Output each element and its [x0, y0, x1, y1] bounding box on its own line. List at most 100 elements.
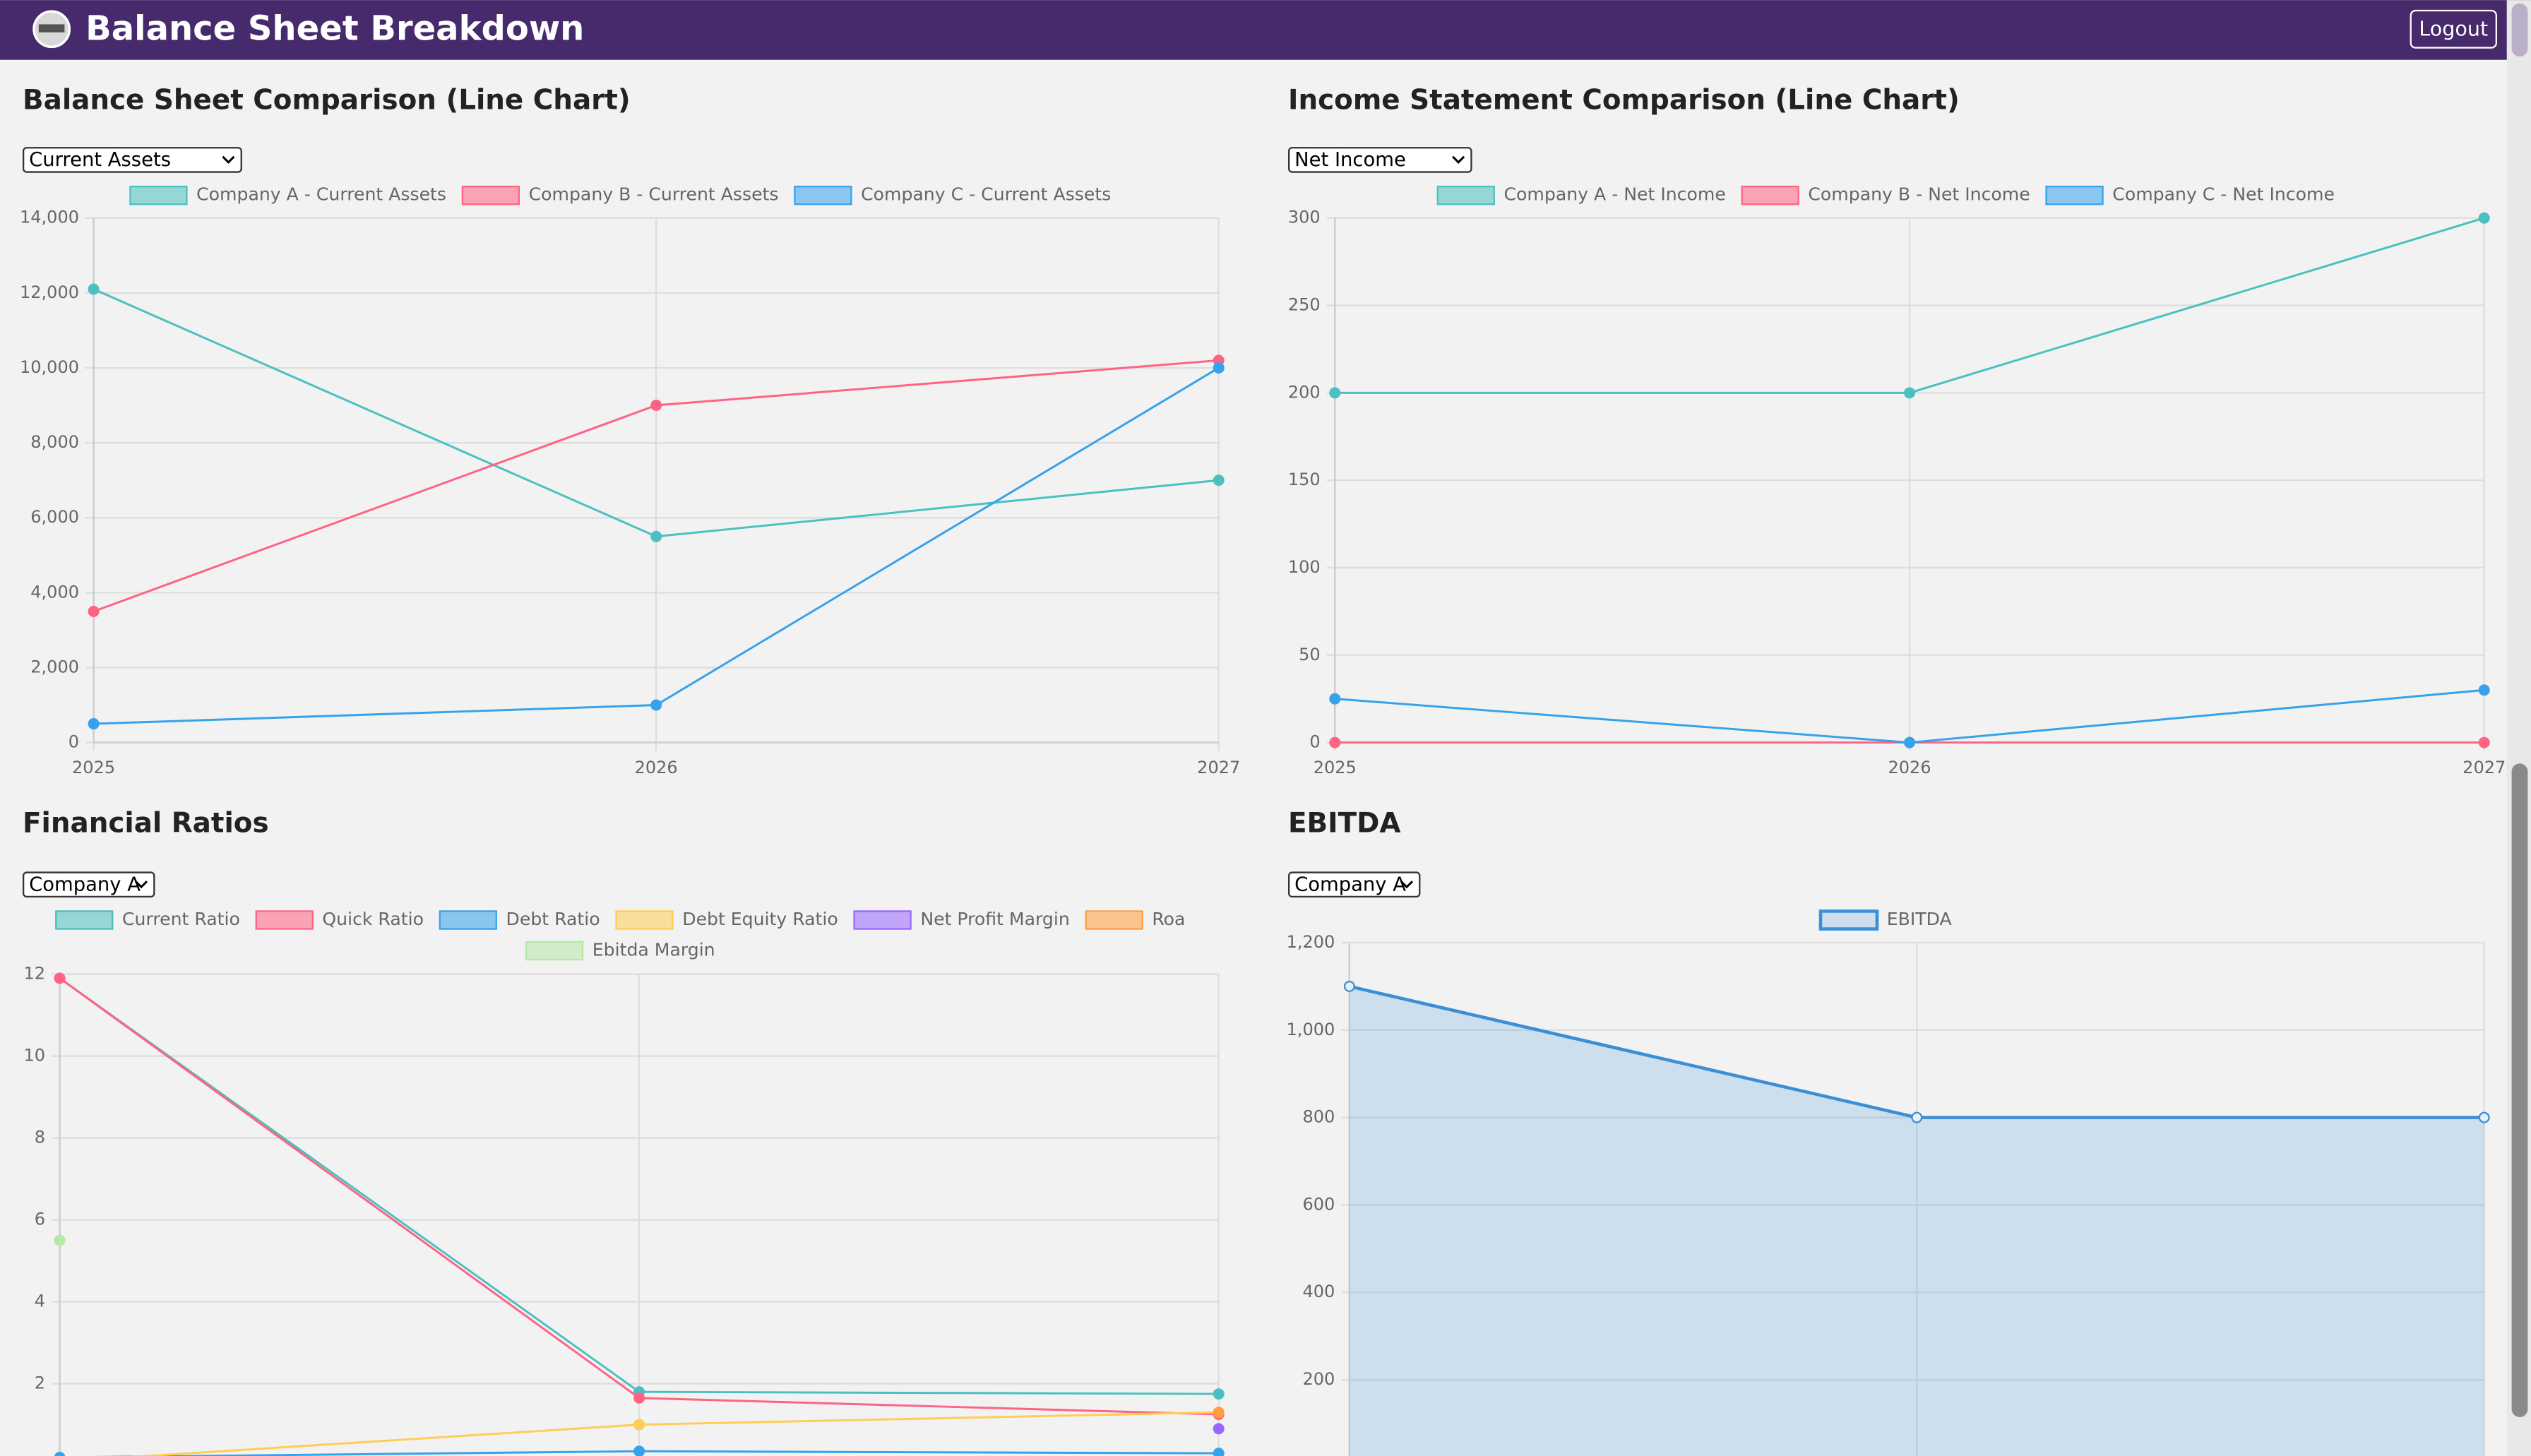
- data-point: [1904, 736, 1915, 748]
- y-tick-label: 50: [1299, 645, 1321, 664]
- legend-item[interactable]: Company B - Net Income: [1741, 184, 2030, 205]
- y-tick-label: 0: [1309, 732, 1320, 752]
- legend-item[interactable]: Debt Ratio: [439, 909, 600, 930]
- logout-button[interactable]: [2410, 9, 2497, 49]
- data-point: [1904, 387, 1915, 399]
- y-tick-label: 300: [1288, 208, 1321, 227]
- y-tick-label: 8,000: [30, 432, 79, 452]
- y-tick-label: 600: [1302, 1194, 1335, 1214]
- x-tick-label: 2027: [1197, 758, 1240, 777]
- y-tick-label: 2,000: [30, 657, 79, 676]
- scrollbar-top: [2511, 3, 2528, 57]
- y-tick-label: 800: [1302, 1107, 1335, 1127]
- dropdown[interactable]: [23, 871, 155, 897]
- logout-label[interactable]: Logout: [2419, 16, 2488, 40]
- y-tick-label: 100: [1288, 557, 1321, 577]
- data-point: [54, 1234, 66, 1246]
- y-tick-label: 4,000: [30, 582, 79, 602]
- legend-label: Current Ratio: [122, 909, 240, 929]
- data-point: [650, 530, 662, 542]
- y-tick-label: 2: [35, 1373, 45, 1393]
- data-point: [88, 605, 100, 617]
- data-point: [1213, 475, 1225, 487]
- chart-panel: Income Statement Comparison (Line Chart)…: [1288, 85, 2506, 777]
- dropdown-value[interactable]: Company A: [1294, 873, 1406, 895]
- x-tick-label: 2025: [72, 758, 115, 777]
- legend-item[interactable]: Current Ratio: [55, 909, 240, 930]
- legend-item[interactable]: Quick Ratio: [255, 909, 424, 930]
- dropdown-value[interactable]: Net Income: [1294, 149, 1406, 171]
- legend-label: Company A - Current Assets: [196, 184, 446, 205]
- legend-item[interactable]: Company C - Net Income: [2045, 184, 2335, 205]
- legend-swatch: [1436, 186, 1495, 205]
- y-tick-label: 1,200: [1287, 932, 1335, 952]
- y-tick-label: 200: [1288, 382, 1321, 402]
- data-point: [650, 400, 662, 412]
- x-tick-label: 2026: [635, 758, 678, 777]
- x-tick-label: 2027: [2462, 758, 2506, 777]
- legend-item[interactable]: EBITDA: [1818, 909, 1952, 931]
- y-tick-label: 1,000: [1287, 1020, 1335, 1039]
- y-tick-label: 8: [35, 1128, 45, 1147]
- chart-panel: EBITDA Company A 200 400 600 800 1,000 1,200 EBI…: [1287, 808, 2490, 1456]
- y-tick-label: 6: [35, 1210, 45, 1229]
- data-point: [1329, 387, 1341, 399]
- scrollbar-thumb[interactable]: [2511, 763, 2528, 1417]
- chart-title: Income Statement Comparison (Line Chart): [1288, 85, 1960, 117]
- data-point: [1213, 1448, 1225, 1456]
- dropdown[interactable]: [23, 147, 242, 173]
- legend-label: Company B - Net Income: [1808, 184, 2030, 205]
- legend-swatch: [2045, 186, 2104, 205]
- y-tick-label: 150: [1288, 470, 1321, 489]
- data-point: [633, 1445, 645, 1456]
- legend-item[interactable]: Company B - Current Assets: [461, 184, 779, 205]
- data-point: [1343, 980, 1355, 992]
- legend-item[interactable]: Ebitda Margin: [525, 939, 715, 961]
- dropdown-chevron: [134, 881, 148, 889]
- y-tick-label: 250: [1288, 295, 1321, 315]
- chart-panel: Financial Ratios Company A 2 4 6 8 10 12 Current…: [23, 808, 1225, 1456]
- legend-label: Roa: [1152, 909, 1185, 929]
- chart-title: Financial Ratios: [23, 808, 269, 840]
- chart-panel: Balance Sheet Comparison (Line Chart) Cur…: [20, 85, 1240, 777]
- legend-item[interactable]: Roa: [1085, 909, 1186, 930]
- legend-item[interactable]: Company A - Current Assets: [129, 184, 446, 205]
- y-tick-label: 400: [1302, 1282, 1335, 1301]
- legend-label: Company C - Current Assets: [861, 184, 1111, 205]
- data-point: [1329, 693, 1341, 705]
- data-point: [2478, 684, 2490, 696]
- dropdown-value[interactable]: Company A: [29, 873, 141, 895]
- dropdown-chevron: [1452, 155, 1465, 164]
- dropdown[interactable]: [1287, 871, 1421, 897]
- legend-swatch: [255, 910, 314, 930]
- legend-item[interactable]: Net Profit Margin: [853, 909, 1070, 930]
- data-point: [1329, 736, 1341, 748]
- dropdown-value[interactable]: Current Assets: [29, 149, 171, 171]
- data-point: [1213, 1423, 1225, 1435]
- legend-swatch: [55, 910, 114, 930]
- app-title: Balance Sheet Breakdown: [85, 9, 584, 49]
- data-point: [54, 972, 66, 984]
- legend-label: Debt Equity Ratio: [682, 909, 838, 929]
- legend-item[interactable]: Company A - Net Income: [1436, 184, 1726, 205]
- y-tick-label: 200: [1302, 1369, 1335, 1389]
- chart-title: EBITDA: [1288, 808, 1400, 840]
- dropdown[interactable]: [1288, 147, 1472, 173]
- dropdown-chevron: [1400, 881, 1414, 889]
- legend-label: Company C - Net Income: [2112, 184, 2335, 205]
- legend-swatch: [615, 910, 674, 930]
- chart-title: Balance Sheet Comparison (Line Chart): [23, 85, 631, 117]
- legend-item[interactable]: Debt Equity Ratio: [615, 909, 838, 930]
- legend-label: Company A - Net Income: [1504, 184, 1726, 205]
- legend-swatch: [1818, 909, 1879, 931]
- data-point: [2478, 212, 2490, 224]
- y-tick-label: 10,000: [20, 357, 79, 377]
- y-tick-label: 12,000: [20, 282, 79, 302]
- y-tick-label: 14,000: [20, 208, 79, 227]
- header-bar: [0, 0, 2531, 60]
- legend-swatch: [1741, 186, 1799, 205]
- legend-item[interactable]: Company C - Current Assets: [794, 184, 1111, 205]
- data-point: [1213, 1407, 1225, 1419]
